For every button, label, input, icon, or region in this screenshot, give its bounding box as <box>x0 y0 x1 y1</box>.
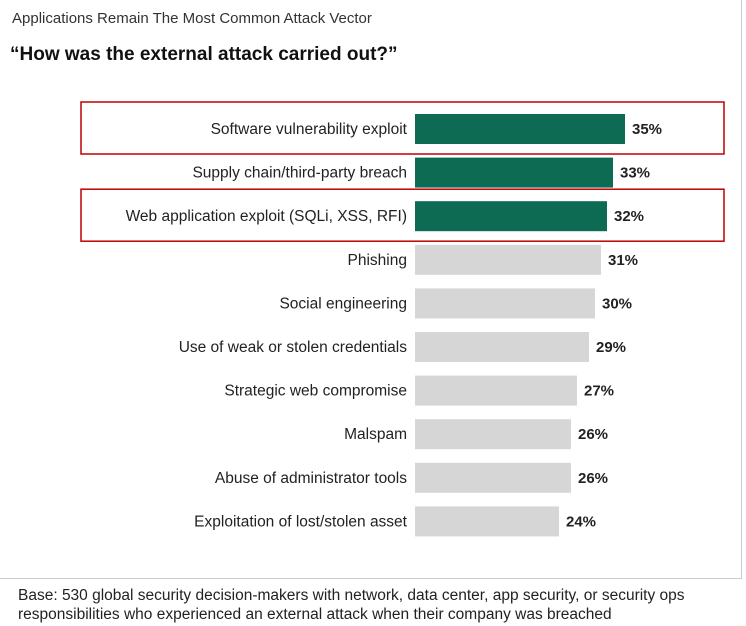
category-label: Phishing <box>348 252 407 269</box>
bar <box>415 288 595 319</box>
bar <box>415 506 559 537</box>
category-label: Exploitation of lost/stolen asset <box>194 513 408 530</box>
value-label: 33% <box>620 165 650 182</box>
bar <box>415 201 607 232</box>
category-label: Use of weak or stolen credentials <box>179 339 408 356</box>
category-label: Strategic web compromise <box>224 383 407 400</box>
bar <box>415 375 577 406</box>
category-label: Social engineering <box>279 295 407 312</box>
value-label: 27% <box>584 383 614 400</box>
highlight-outline <box>80 188 725 242</box>
footnote: Base: 530 global security decision-maker… <box>18 587 685 623</box>
category-label: Supply chain/third-party breach <box>192 165 407 182</box>
value-label: 31% <box>608 252 638 269</box>
value-label: 32% <box>614 208 644 225</box>
bar <box>415 157 613 188</box>
category-label: Malspam <box>344 426 407 443</box>
value-label: 30% <box>602 295 632 312</box>
bar-chart: Software vulnerability exploit 35% Supply … <box>80 101 725 537</box>
value-label: 35% <box>632 121 662 138</box>
category-label: Software vulnerability exploit <box>211 121 408 138</box>
bar <box>415 462 571 493</box>
value-label: 26% <box>578 470 608 487</box>
category-label: Web application exploit (SQLi, XSS, RFI) <box>126 208 407 225</box>
bar <box>415 244 601 275</box>
value-label: 24% <box>566 513 596 530</box>
value-label: 29% <box>596 339 626 356</box>
bar <box>415 114 625 144</box>
right-border <box>741 0 742 578</box>
highlight-outline <box>80 101 725 155</box>
chart-question: “How was the external attack carried out… <box>10 44 398 65</box>
bottom-border <box>0 578 742 579</box>
category-label: Abuse of administrator tools <box>215 470 407 487</box>
bar <box>415 332 589 362</box>
value-label: 26% <box>578 426 608 443</box>
chart-header: Applications Remain The Most Common Atta… <box>12 10 372 27</box>
bar <box>415 419 571 450</box>
